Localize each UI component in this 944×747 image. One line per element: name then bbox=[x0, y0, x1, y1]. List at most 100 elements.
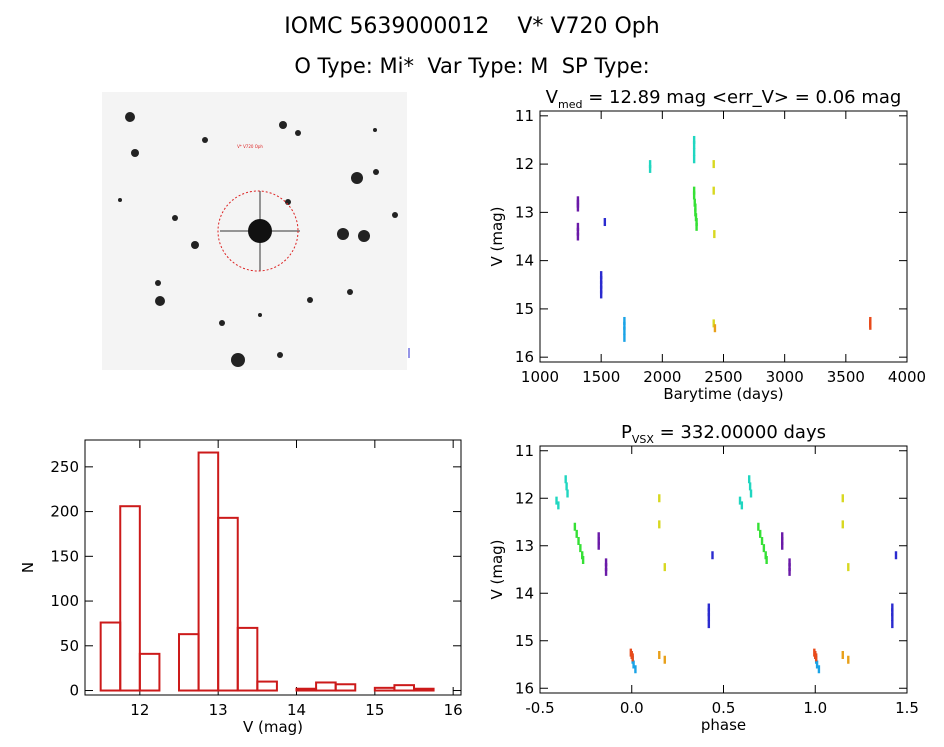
field-star bbox=[202, 137, 208, 143]
y-tick-label: 11 bbox=[515, 107, 534, 125]
data-point bbox=[576, 232, 580, 241]
data-point bbox=[692, 191, 696, 200]
data-point bbox=[623, 321, 626, 330]
data-point bbox=[597, 537, 600, 545]
y-tick-label: 15 bbox=[515, 632, 534, 650]
data-point bbox=[712, 186, 715, 195]
data-point bbox=[694, 208, 697, 217]
y-tick-label: 13 bbox=[515, 537, 534, 555]
y-axis-label: V (mag) bbox=[488, 539, 506, 599]
data-point bbox=[747, 475, 751, 484]
x-tick-label: 0.0 bbox=[620, 699, 644, 717]
data-point bbox=[749, 489, 753, 498]
data-point bbox=[841, 651, 844, 659]
data-point bbox=[632, 660, 635, 669]
histogram-bar bbox=[413, 687, 435, 692]
data-point bbox=[623, 316, 626, 325]
histogram-bar bbox=[178, 633, 200, 692]
data-point bbox=[599, 275, 603, 284]
data-point bbox=[781, 541, 784, 550]
y-tick-label: 12 bbox=[515, 489, 534, 507]
x-tick-label: 0.5 bbox=[712, 699, 736, 717]
field-star bbox=[172, 215, 178, 221]
data-point bbox=[814, 653, 818, 662]
data-point bbox=[693, 198, 696, 207]
x-tick-label: 1000 bbox=[521, 368, 559, 386]
field-star bbox=[295, 130, 301, 136]
data-point bbox=[738, 496, 742, 505]
data-point bbox=[760, 537, 764, 545]
data-point bbox=[648, 164, 652, 173]
object-types: O Type: Mi* Var Type: M SP Type: bbox=[294, 54, 650, 78]
data-point bbox=[692, 148, 696, 157]
data-point bbox=[748, 482, 752, 491]
data-point bbox=[841, 520, 844, 529]
data-point bbox=[891, 613, 894, 621]
y-tick-label: 100 bbox=[50, 592, 79, 610]
field-star bbox=[373, 128, 377, 132]
histogram-bar bbox=[334, 683, 357, 692]
data-point bbox=[634, 665, 637, 674]
y-tick-label: 150 bbox=[50, 547, 79, 565]
x-tick-label: 1500 bbox=[582, 368, 620, 386]
data-point bbox=[694, 203, 697, 212]
data-point bbox=[581, 556, 585, 564]
axes-frame bbox=[539, 445, 908, 694]
data-point bbox=[740, 501, 744, 510]
x-tick-label: 16 bbox=[444, 701, 463, 719]
data-point bbox=[663, 655, 666, 664]
y-tick-label: 250 bbox=[50, 458, 79, 476]
y-tick-label: 50 bbox=[60, 637, 79, 655]
data-point bbox=[788, 558, 791, 567]
data-point bbox=[841, 494, 844, 503]
field-star bbox=[347, 289, 353, 295]
data-point bbox=[781, 537, 784, 545]
data-point bbox=[712, 160, 715, 169]
x-axis-label: V (mag) bbox=[243, 718, 303, 736]
data-point bbox=[694, 213, 698, 222]
data-point bbox=[759, 529, 762, 538]
y-axis-label: N bbox=[19, 562, 37, 573]
field-star bbox=[219, 320, 225, 326]
y-tick-label: 15 bbox=[515, 300, 534, 318]
data-point bbox=[712, 319, 715, 328]
x-tick-label: 4000 bbox=[888, 368, 926, 386]
target-label: V* V720 Oph bbox=[237, 144, 263, 149]
histogram-bar bbox=[315, 681, 337, 692]
data-point bbox=[692, 186, 696, 195]
phased-light-curve-plot: -0.5 0.0 0.5 1.0 1.5 11 12 13 14 15 16 phase V (mag)… bbox=[488, 422, 919, 734]
data-point bbox=[692, 155, 696, 164]
x-tick-label: 2000 bbox=[643, 368, 681, 386]
data-point bbox=[599, 290, 603, 299]
data-point bbox=[713, 230, 716, 239]
data-point bbox=[604, 563, 608, 572]
data-point bbox=[869, 321, 872, 330]
histogram-bar bbox=[217, 516, 239, 692]
x-tick-label: 3000 bbox=[766, 368, 804, 386]
data-point bbox=[894, 551, 898, 560]
data-point bbox=[557, 501, 560, 510]
data-point bbox=[891, 603, 894, 612]
field-star bbox=[155, 296, 165, 306]
y-tick-label: 12 bbox=[515, 155, 534, 173]
data-point bbox=[695, 222, 698, 231]
data-point bbox=[577, 537, 580, 545]
field-star bbox=[351, 172, 363, 184]
data-point bbox=[603, 218, 607, 227]
x-tick-label: 14 bbox=[287, 701, 306, 719]
x-axis-label: phase bbox=[701, 716, 746, 734]
data-point bbox=[692, 140, 696, 149]
data-point bbox=[576, 227, 580, 236]
data-point bbox=[764, 551, 767, 560]
x-tick-label: 12 bbox=[130, 701, 149, 719]
data-point bbox=[707, 620, 711, 629]
x-tick-label: 13 bbox=[209, 701, 228, 719]
x-tick-label: 15 bbox=[365, 701, 384, 719]
data-point bbox=[579, 544, 582, 553]
data-point bbox=[757, 522, 760, 531]
data-point bbox=[762, 544, 766, 553]
data-point bbox=[599, 280, 603, 289]
data-point bbox=[648, 160, 652, 169]
field-star bbox=[358, 230, 370, 242]
data-point bbox=[707, 603, 711, 612]
